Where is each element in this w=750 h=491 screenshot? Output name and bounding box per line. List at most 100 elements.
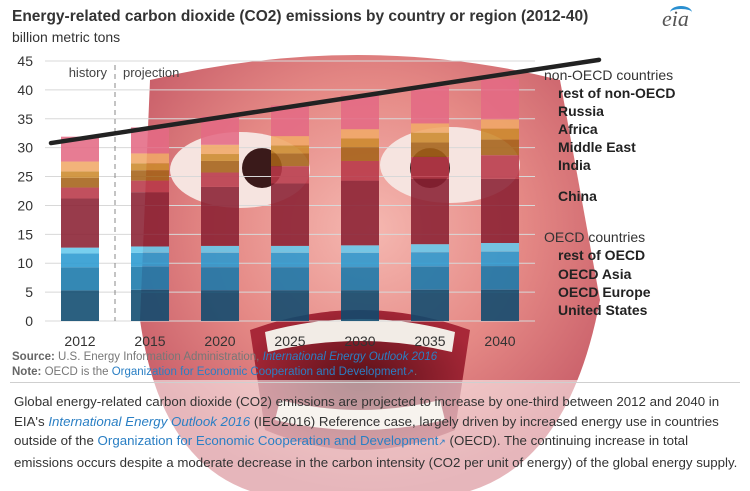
- bar-segment-africa: [271, 145, 309, 154]
- bar-segment-africa: [61, 171, 99, 178]
- caption-part-2: (IEO2016) Reference case, largely driven…: [14, 413, 719, 449]
- bar-segment-oecd-europe: [131, 266, 169, 290]
- bar-segment-russia: [201, 144, 239, 155]
- source-label: Source:: [12, 351, 55, 363]
- caption-link-ieo[interactable]: International Energy Outlook 2016: [48, 413, 251, 429]
- y-tick-label: 10: [17, 255, 33, 271]
- legend-item-rest-of-non-oecd: rest of non-OECD: [558, 85, 676, 101]
- note-text: OECD is the: [44, 366, 109, 378]
- caption-part-1: Global energy-related carbon dioxide (CO…: [14, 394, 720, 429]
- legend-item-africa: Africa: [558, 121, 598, 137]
- bar-segment-india: [341, 160, 379, 181]
- bar-segment-africa: [481, 128, 519, 140]
- bar-segment-united-states: [481, 289, 519, 321]
- y-tick-label: 20: [17, 197, 33, 213]
- bar-segment-oecd-europe: [341, 267, 379, 291]
- logo-arc: [670, 6, 692, 19]
- legend-heading-oecd: OECD countries: [544, 229, 646, 245]
- bar-segment-rest-of-oecd: [61, 247, 99, 254]
- bar-segment-oecd-asia: [61, 253, 99, 268]
- bar-segment-russia: [271, 136, 309, 146]
- note-link[interactable]: Organization for Economic Cooperation an…: [111, 366, 407, 378]
- bar-segment-rest-of-non-oecd: [341, 95, 379, 130]
- bar-segment-russia: [341, 129, 379, 139]
- y-tick-label: 0: [25, 313, 33, 329]
- bar-segment-oecd-europe: [481, 266, 519, 290]
- trend-line: [48, 57, 602, 146]
- legend-item-russia: Russia: [558, 103, 604, 119]
- bar-segment-russia: [481, 119, 519, 129]
- bar-segment-united-states: [131, 289, 169, 321]
- caption-link-oecd[interactable]: Organization for Economic Cooperation an…: [97, 433, 439, 448]
- eia-logo: eia: [662, 6, 689, 31]
- y-tick-label: 5: [25, 284, 33, 300]
- caption-paragraph: Global energy-related carbon dioxide (CO…: [14, 392, 744, 472]
- bar-segment-oecd-asia: [201, 252, 239, 268]
- y-tick-label: 25: [17, 169, 33, 185]
- bar-segment-china: [271, 183, 309, 246]
- history-label: history: [69, 65, 108, 80]
- bar-segment-oecd-europe: [201, 267, 239, 291]
- stacked-bar-chart: 2012 2015 2020 2025 2030 2035 2040 05101520253…: [17, 53, 602, 349]
- chart-subtitle: billion metric tons: [12, 29, 121, 45]
- note-label: Note:: [12, 366, 42, 378]
- bar-segment-oecd-europe: [271, 267, 309, 291]
- y-tick-label: 45: [17, 53, 33, 69]
- bar-segment-africa: [131, 163, 169, 171]
- y-tick-label: 35: [17, 111, 33, 127]
- bar-segment-rest-of-oecd: [271, 245, 309, 253]
- text-panel-backdrop: [0, 380, 750, 491]
- note-end: .: [413, 366, 418, 378]
- bar-segment-india: [411, 156, 449, 179]
- bar-segment-oecd-europe: [411, 266, 449, 290]
- bar-segment-middle-east: [481, 139, 519, 156]
- bar-segment-rest-of-oecd: [131, 246, 169, 253]
- x-tick-label: 2015: [134, 333, 165, 349]
- bar-segment-africa: [341, 138, 379, 148]
- bar-segment-rest-of-non-oecd: [411, 86, 449, 124]
- bar-segment-russia: [61, 161, 99, 172]
- bar-segment-india: [271, 166, 309, 184]
- y-tick-label: 30: [17, 140, 33, 156]
- legend-item-rest-of-oecd: rest of OECD: [558, 247, 646, 263]
- legend-heading-non-oecd: non-OECD countries: [544, 67, 674, 83]
- bar-segment-oecd-asia: [411, 252, 449, 267]
- bar-segment-india: [131, 180, 169, 193]
- bar-segment-united-states: [411, 289, 449, 321]
- x-tick-label: 2035: [414, 333, 445, 349]
- x-tick-label: 2012: [64, 333, 95, 349]
- bar-segment-india: [481, 155, 519, 179]
- bar-segment-united-states: [61, 290, 99, 321]
- bar-segment-india: [61, 187, 99, 199]
- chart-title: Energy-related carbon dioxide (CO2) emis…: [12, 8, 589, 25]
- bar-segment-middle-east: [411, 142, 449, 157]
- bar-segment-russia: [411, 123, 449, 133]
- bar-segment-africa: [201, 154, 239, 161]
- bar-segment-india: [201, 172, 239, 187]
- external-link-icon: ↗: [406, 367, 414, 377]
- bar-segment-oecd-asia: [481, 251, 519, 267]
- y-tick-label: 40: [17, 82, 33, 98]
- bar-segment-united-states: [341, 290, 379, 321]
- bar-segment-rest-of-non-oecd: [481, 78, 519, 120]
- legend-item-oecd-europe: OECD Europe: [558, 284, 651, 300]
- legend-item-middle-east: Middle East: [558, 139, 636, 155]
- x-tick-label: 2025: [274, 333, 305, 349]
- legend-item-oecd-asia: OECD Asia: [558, 266, 632, 282]
- bar-segment-china: [201, 186, 239, 246]
- x-tick-label: 2020: [204, 333, 235, 349]
- bar-segment-china: [61, 198, 99, 248]
- source-link[interactable]: International Energy Outlook 2016: [262, 351, 438, 363]
- x-tick-label: 2030: [344, 333, 375, 349]
- external-link-icon: ↗: [438, 437, 446, 447]
- legend-item-china: China: [558, 188, 597, 204]
- bar-segment-middle-east: [61, 177, 99, 188]
- y-tick-label: 15: [17, 226, 33, 242]
- source-note: Source: U.S. Energy Information Administ…: [12, 351, 437, 363]
- bar-segment-china: [481, 178, 519, 243]
- bar-segment-oecd-asia: [341, 252, 379, 268]
- bar-segment-middle-east: [201, 160, 239, 173]
- bar-segment-china: [131, 192, 169, 247]
- bar-segment-rest-of-oecd: [201, 245, 239, 253]
- bar-segment-rest-of-oecd: [411, 244, 449, 253]
